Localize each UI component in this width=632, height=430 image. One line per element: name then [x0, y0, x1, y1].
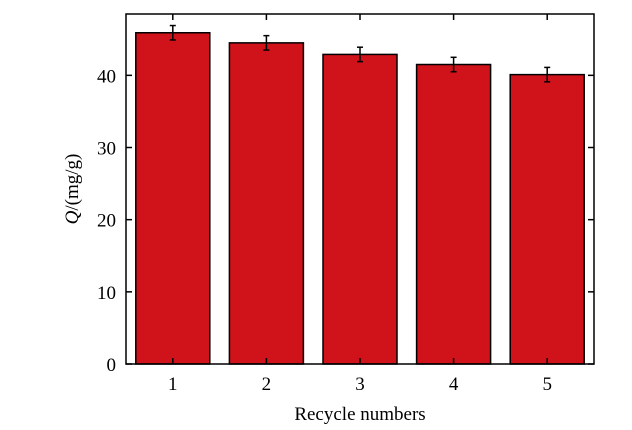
error-bar-5 — [544, 66, 551, 83]
error-bar-1 — [169, 24, 176, 41]
y-tick-label-20: 20 — [97, 211, 116, 232]
bar-3 — [322, 53, 398, 365]
x-tick-label-1: 1 — [168, 374, 178, 395]
bars — [135, 32, 585, 365]
y-axis-unit: /(mg/g) — [62, 154, 83, 211]
error-bars — [169, 24, 551, 83]
x-tick-label-2: 2 — [262, 374, 272, 395]
bar-1 — [135, 32, 211, 365]
x-tick-label-3: 3 — [355, 374, 365, 395]
y-tick-label-10: 10 — [97, 283, 116, 304]
y-tick-label-0: 0 — [107, 355, 117, 376]
y-tick-label-40: 40 — [97, 66, 116, 87]
x-tick-label-4: 4 — [449, 374, 459, 395]
axis-ticks — [126, 14, 594, 365]
error-bar-3 — [357, 46, 363, 63]
bar-4 — [415, 63, 492, 365]
tick-labels: 1 2 3 4 5 0 10 20 30 40 — [97, 66, 552, 395]
bar-5 — [509, 73, 585, 365]
error-bar-2 — [263, 34, 270, 51]
y-axis-label: Q/(mg/g) — [62, 154, 83, 225]
y-axis-variable: Q — [62, 210, 83, 224]
error-bar-4 — [450, 56, 457, 73]
bar-2 — [228, 42, 305, 365]
y-tick-label-30: 30 — [97, 139, 116, 160]
x-axis-label: Recycle numbers — [294, 404, 425, 425]
x-tick-label-5: 5 — [542, 374, 552, 395]
